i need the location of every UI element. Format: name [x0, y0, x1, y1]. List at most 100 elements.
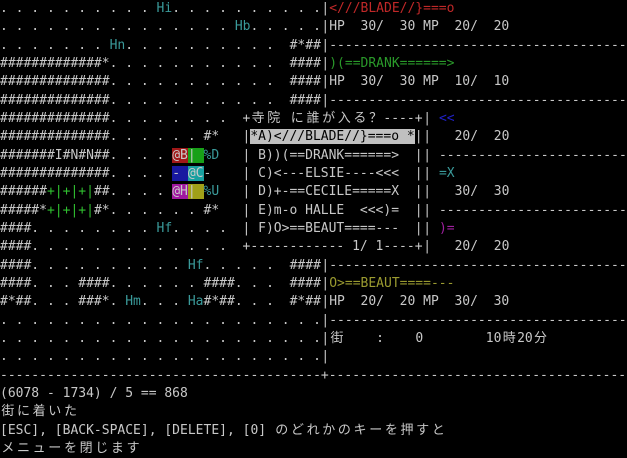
map-row: . . . . . . . . . . . . . . . . . . . . … [0, 348, 321, 366]
status-row: |O>==BEAUT====--- [321, 275, 454, 293]
wide-char: に [16, 404, 30, 420]
popup-corner: + [242, 111, 251, 126]
wide-char: す [126, 440, 140, 456]
colored-text: << [438, 110, 455, 126]
colored-text: <///BLADE//}===o [329, 1, 455, 16]
map-text: . . . . [172, 220, 235, 236]
wide-char: と [431, 422, 445, 438]
map-text: ##. . . . [93, 184, 173, 200]
wide-char: ニ [16, 440, 30, 456]
wide-char: ま [110, 440, 124, 456]
status-row: | << [423, 110, 454, 128]
popup-item[interactable]: F)O>==BEAUT====--- [250, 220, 415, 236]
map-text: . . . . . [250, 19, 321, 35]
map-row: . . . . . . . . . . . . . . . Hb. . . . … [0, 18, 321, 36]
wide-char: を [384, 422, 398, 438]
colored-text: )= [438, 220, 455, 236]
status-text: | ------------------------ [423, 202, 627, 218]
map-text: ##############. . . . . . . . . . . #### [0, 92, 321, 108]
wide-char: ど [290, 422, 304, 438]
popup-item[interactable]: E)m-o HALLE <<<)= [250, 202, 415, 218]
map-text: . . . . . . . [0, 37, 110, 53]
map-text: #*##. . . #*## [203, 294, 321, 310]
map-row: ##############. . . . - @C- [0, 165, 211, 183]
popup-title: 寺院 に誰が入る？ [250, 111, 383, 126]
status-text: | ------------------------ [423, 147, 627, 163]
wide-char: 入 [337, 111, 351, 126]
popup-item[interactable]: C)<---ELSIE----<<< [250, 165, 415, 181]
map-text: . . . . . . . . . . [0, 1, 157, 16]
wide-char: れ [306, 422, 320, 438]
map-row: ##############. . . . . . #* [0, 128, 219, 146]
map-text: ####. . . . . . . . . . [0, 257, 188, 273]
map-text: . . . . . . . . . . . . . . . . . . . . … [0, 349, 321, 365]
wide-char: 寺 [251, 111, 265, 126]
wide-char: か [322, 422, 336, 438]
wide-char: ？ [369, 111, 383, 126]
colored-text: Hm [125, 294, 141, 310]
map-row: . . . . . . . . . . . . . . . . . . . . … [0, 312, 321, 330]
popup-border: | [414, 147, 423, 163]
status-row: | 30/ 30 [423, 183, 509, 201]
temple-select-popup: +寺院 に誰が入る？----+ |*A)<///BLADE//}===o *| |… [242, 110, 423, 257]
map-text: . . . . . #### [203, 257, 321, 273]
popup-border: | [414, 202, 423, 218]
status-text: |HP 20/ 20 MP 30/ 30 [321, 294, 510, 310]
wide-char: 院 [267, 111, 281, 126]
map-text: . . . . . . . . . . . . . . . . . . . . … [0, 312, 321, 328]
map-text: #####* [0, 202, 47, 218]
status-text: |-------------------------------------- [321, 312, 627, 328]
map-row: ##############. . . . . . . . . . . #### [0, 92, 321, 110]
status-text: |街 : 0 10時20分 [321, 331, 548, 346]
popup-border: | [242, 165, 251, 181]
wide-char: 閉 [79, 440, 93, 456]
wide-char: 街 [1, 404, 15, 420]
status-text: | [321, 349, 330, 365]
popup-border: | [242, 202, 251, 218]
map-cell-highlight: | [187, 147, 204, 163]
popup-item-row: | B))(==DRANK======> | [243, 147, 423, 165]
status-row: |-------------------------------------- [321, 312, 626, 330]
wide-char: メ [1, 440, 15, 456]
popup-header: +寺院 に誰が入る？----+ [243, 110, 423, 128]
map-text: ##############. . . . . . . . . . . #### [0, 74, 321, 90]
wide-char: る [353, 111, 367, 126]
map-row: #*##. . . ###*. Hm. . . Ha#*##. . . #*## [0, 293, 321, 311]
wide-char: ー [369, 422, 383, 438]
status-row: |-------------------------------------- [321, 37, 626, 55]
map-text: ##############. . . . . . #* [0, 129, 220, 145]
wide-char: が [322, 111, 336, 126]
map-row: ####. . . ####. . . . . . ####. . . #### [0, 275, 321, 293]
wide-char: 街 [330, 330, 344, 346]
map-row: . . . . . . . . . . Hi. . . . . . . . . … [0, 0, 321, 18]
wide-char: キ [353, 422, 367, 438]
map-row: ######+|+|+|##. . . . @H| %U [0, 183, 219, 201]
wide-char: 時 [502, 330, 516, 346]
status-text: | [321, 275, 330, 291]
map-text: ##############. . . . [0, 165, 173, 181]
wide-char: ュ [32, 440, 46, 456]
wide-char: 誰 [306, 111, 320, 126]
popup-item[interactable]: *A)<///BLADE//}===o * [250, 129, 415, 145]
status-text: | 30/ 30 [423, 184, 510, 200]
colored-text: Ha [187, 294, 204, 310]
wide-char: を [63, 440, 77, 456]
popup-item-row: |*A)<///BLADE//}===o *| [243, 128, 423, 146]
popup-item[interactable]: B))(==DRANK======> [250, 147, 415, 163]
popup-item-row: | F)O>==BEAUT====--- | [243, 220, 423, 238]
map-text: ####. . . ####. . . . . . ####. . . #### [0, 275, 321, 291]
wide-char: 押 [400, 422, 414, 438]
map-text: #######I#N#N##. . . . [0, 147, 173, 163]
status-row: | ------------------------ [423, 147, 627, 165]
popup-item-row: | C)<---ELSIE----<<< | [243, 165, 423, 183]
status-text: | 20/ 20 [423, 239, 510, 255]
colored-text: =X [438, 165, 455, 181]
popup-border: | [242, 147, 251, 163]
status-text: | [423, 165, 439, 181]
popup-item[interactable]: D)+-==CECILE=====X [250, 184, 415, 200]
map-row: #######I#N#N##. . . . @B| %D [0, 147, 219, 165]
map-cell-highlight: | [187, 184, 204, 200]
status-text: | [321, 1, 330, 16]
map-text: ####. . . . . . . . [0, 220, 157, 236]
status-text: | [423, 110, 439, 126]
